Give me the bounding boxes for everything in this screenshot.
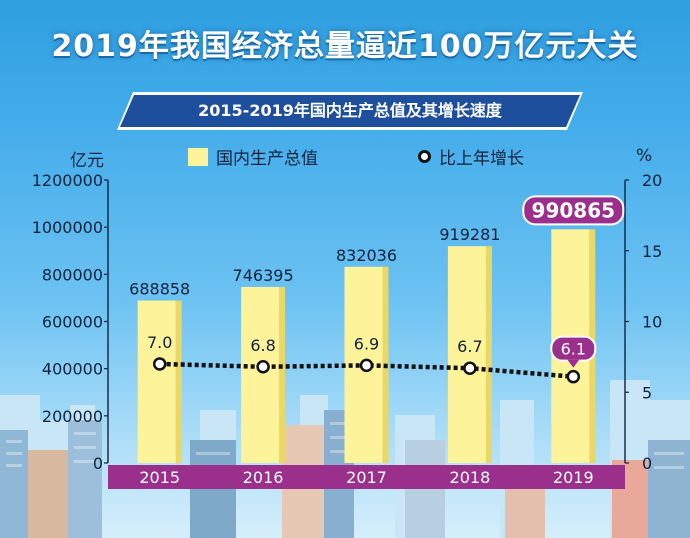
right-axis-unit: % xyxy=(636,146,653,166)
chart-title: 2019年我国经济总量逼近100万亿元大关 xyxy=(51,29,639,64)
gdp-bar-shade xyxy=(175,300,182,463)
gdp-highlight-pill xyxy=(522,195,625,226)
legend-label-growth: 比上年增长 xyxy=(439,149,524,169)
subtitle-ribbon-fill xyxy=(120,95,580,127)
gdp-value-label: 746395 xyxy=(233,266,294,285)
gdp-value-label: 688858 xyxy=(129,280,190,299)
gdp-bar-shade xyxy=(485,246,492,463)
left-axis-tick-label: 600000 xyxy=(42,313,103,332)
growth-value-label: 6.9 xyxy=(354,334,379,353)
year-label: 2015 xyxy=(139,468,180,487)
chart-axes: 0 200000 400000 600000 800000 1000000 1200000 0… xyxy=(32,171,662,489)
left-axis-tick-label: 1000000 xyxy=(32,218,103,237)
legend-item-gdp: 国内生产总值 xyxy=(188,144,318,169)
year-band xyxy=(108,465,625,489)
left-axis-unit: 亿元 xyxy=(70,151,104,171)
left-axis-tick-label: 200000 xyxy=(42,407,103,426)
gdp-value-label: 919281 xyxy=(439,225,500,244)
gdp-bar xyxy=(137,300,176,463)
left-axis-tick-label: 0 xyxy=(93,454,103,473)
year-label: 2019 xyxy=(553,468,594,487)
right-axis-tick-label: 20 xyxy=(642,171,662,190)
growth-value-label: 6.7 xyxy=(457,337,482,356)
legend-label-gdp: 国内生产总值 xyxy=(216,149,318,169)
left-axis-tick-label: 400000 xyxy=(42,360,103,379)
gdp-bar-shade xyxy=(279,286,286,463)
title-banner: 2019年我国经济总量逼近100万亿元大关 xyxy=(0,0,690,90)
left-axis-tick-label: 800000 xyxy=(42,265,103,284)
growth-point xyxy=(152,357,167,371)
gdp-value-label: 990865 xyxy=(532,198,616,222)
growth-highlight-pointer xyxy=(567,359,580,368)
gdp-bar xyxy=(447,246,486,463)
right-axis-tick-label: 15 xyxy=(642,242,662,261)
legend-swatch-gdp xyxy=(188,147,208,166)
legend-item-growth: 比上年增长 xyxy=(418,144,524,169)
right-axis-tick-label: 10 xyxy=(642,313,662,332)
growth-value-label: 7.0 xyxy=(147,333,172,352)
year-label: 2016 xyxy=(243,468,284,487)
growth-point xyxy=(359,358,374,373)
growth-point xyxy=(566,369,581,384)
subtitle-ribbon: 2015-2019年国内生产总值及其增长速度 xyxy=(117,92,583,130)
gdp-bar xyxy=(241,286,280,463)
growth-value-label: 6.8 xyxy=(250,336,275,355)
right-axis-tick-label: 0 xyxy=(642,454,652,473)
gdp-value-label: 832036 xyxy=(336,246,397,265)
chart-subtitle: 2015-2019年国内生产总值及其增长速度 xyxy=(198,101,502,120)
line-series xyxy=(152,357,581,384)
growth-value-label: 6.1 xyxy=(561,340,586,359)
right-axis-tick-label: 5 xyxy=(642,383,652,402)
year-label: 2017 xyxy=(346,468,387,487)
legend-marker-growth xyxy=(418,150,431,163)
growth-point xyxy=(463,361,477,375)
left-axis-tick-label: 1200000 xyxy=(32,171,103,190)
year-label: 2018 xyxy=(450,468,491,487)
data-labels: 688858 746395 832036 919281 990865 7.0 6.8 6.9 6… xyxy=(129,195,625,368)
growth-point xyxy=(256,360,270,374)
